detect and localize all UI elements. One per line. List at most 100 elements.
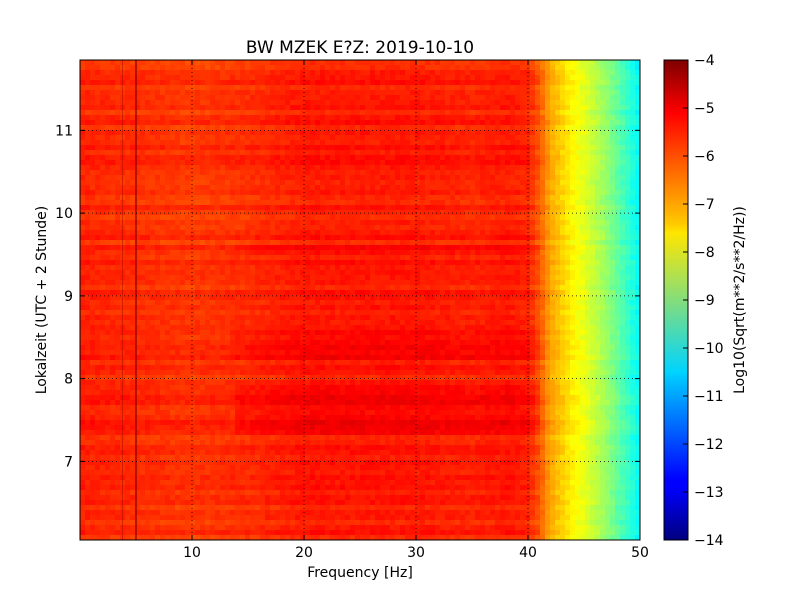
heatmap-cell	[540, 245, 546, 251]
heatmap-cell	[500, 115, 506, 121]
heatmap-cell	[500, 145, 506, 151]
heatmap-cell	[430, 75, 436, 81]
heatmap-cell	[85, 215, 91, 221]
heatmap-cell	[525, 75, 531, 81]
heatmap-cell	[380, 75, 386, 81]
heatmap-cell	[370, 185, 376, 191]
heatmap-cell	[220, 60, 226, 66]
heatmap-cell	[180, 225, 186, 231]
heatmap-cell	[180, 85, 186, 91]
heatmap-cell	[520, 180, 526, 186]
heatmap-cell	[555, 145, 561, 151]
heatmap-cell	[105, 135, 111, 141]
heatmap-cell	[290, 195, 296, 201]
heatmap-cell	[440, 95, 446, 101]
heatmap-cell	[570, 235, 576, 241]
heatmap-cell	[175, 240, 181, 246]
heatmap-cell	[625, 135, 631, 141]
heatmap-cell	[610, 105, 616, 111]
heatmap-cell	[80, 245, 86, 251]
heatmap-cell	[255, 205, 261, 211]
heatmap-cell	[560, 255, 566, 261]
heatmap-cell	[445, 200, 451, 206]
heatmap-cell	[410, 190, 416, 196]
heatmap-cell	[635, 230, 640, 236]
heatmap-cell	[130, 230, 136, 236]
heatmap-cell	[510, 75, 516, 81]
heatmap-cell	[450, 105, 456, 111]
heatmap-cell	[555, 105, 561, 111]
heatmap-cell	[250, 195, 256, 201]
heatmap-cell	[335, 125, 341, 131]
heatmap-cell	[590, 235, 596, 241]
heatmap-cell	[150, 125, 156, 131]
heatmap-cell	[135, 125, 141, 131]
heatmap-cell	[530, 235, 536, 241]
heatmap-cell	[340, 75, 346, 81]
heatmap-cell	[365, 225, 371, 231]
heatmap-cell	[355, 155, 361, 161]
heatmap-cell	[350, 150, 356, 156]
heatmap-cell	[450, 135, 456, 141]
heatmap-cell	[290, 105, 296, 111]
heatmap-cell	[200, 255, 206, 261]
heatmap-cell	[615, 75, 621, 81]
heatmap-cell	[385, 250, 391, 256]
heatmap-cell	[535, 65, 541, 71]
heatmap-cell	[395, 60, 401, 66]
heatmap-cell	[400, 170, 406, 176]
heatmap-cell	[635, 175, 640, 181]
heatmap-cell	[95, 125, 101, 131]
heatmap-cell	[625, 90, 631, 96]
heatmap-cell	[180, 75, 186, 81]
heatmap-cell	[485, 100, 491, 106]
heatmap-cell	[350, 100, 356, 106]
heatmap-cell	[495, 120, 501, 126]
heatmap-cell	[235, 165, 241, 171]
heatmap-cell	[145, 265, 151, 271]
heatmap-cell	[190, 170, 196, 176]
heatmap-cell	[360, 65, 366, 71]
heatmap-cell	[570, 65, 576, 71]
heatmap-cell	[525, 245, 531, 251]
heatmap-cell	[560, 140, 566, 146]
heatmap-cell	[295, 60, 301, 66]
heatmap-cell	[555, 205, 561, 211]
heatmap-cell	[315, 150, 321, 156]
heatmap-cell	[255, 260, 261, 266]
heatmap-cell	[415, 160, 421, 166]
heatmap-cell	[615, 215, 621, 221]
heatmap-cell	[185, 95, 191, 101]
heatmap-cell	[300, 170, 306, 176]
heatmap-cell	[545, 90, 551, 96]
heatmap-cell	[195, 270, 201, 276]
heatmap-cell	[175, 255, 181, 261]
heatmap-cell	[550, 65, 556, 71]
heatmap-cell	[610, 90, 616, 96]
heatmap-cell	[390, 250, 396, 256]
heatmap-cell	[330, 110, 336, 116]
heatmap-cell	[130, 95, 136, 101]
heatmap-cell	[460, 200, 466, 206]
heatmap-cell	[170, 250, 176, 256]
heatmap-cell	[430, 195, 436, 201]
heatmap-cell	[95, 200, 101, 206]
heatmap-cell	[370, 85, 376, 91]
heatmap-cell	[355, 140, 361, 146]
heatmap-cell	[205, 100, 211, 106]
heatmap-cell	[200, 75, 206, 81]
heatmap-cell	[595, 75, 601, 81]
heatmap-cell	[370, 195, 376, 201]
heatmap-cell	[620, 70, 626, 76]
heatmap-cell	[80, 275, 86, 281]
heatmap-cell	[115, 240, 121, 246]
heatmap-cell	[105, 70, 111, 76]
heatmap-cell	[285, 165, 291, 171]
heatmap-cell	[560, 75, 566, 81]
heatmap-cell	[375, 230, 381, 236]
heatmap-cell	[85, 225, 91, 231]
heatmap-cell	[160, 265, 166, 271]
heatmap-cell	[490, 135, 496, 141]
heatmap-cell	[180, 65, 186, 71]
heatmap-cell	[495, 225, 501, 231]
